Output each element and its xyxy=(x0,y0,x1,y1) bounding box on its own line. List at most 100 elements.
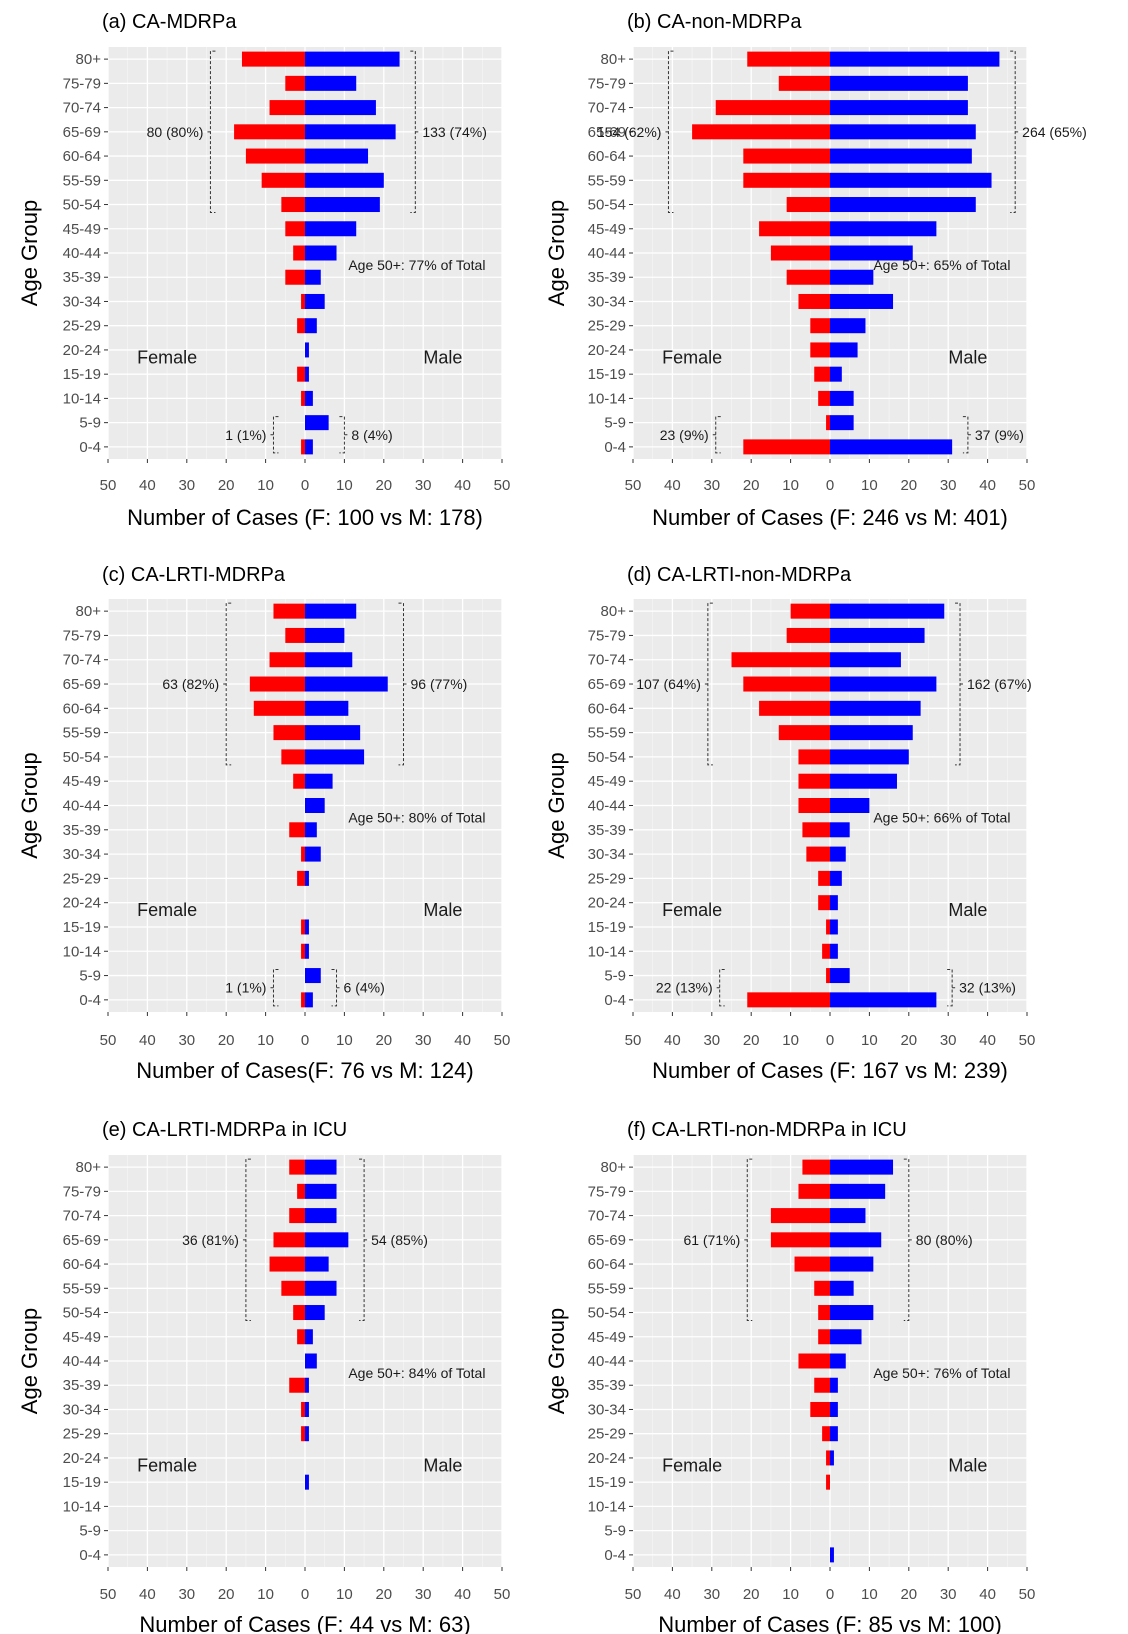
chart-panel-e: 0-4 5-9 10-14 15-19 20-24 25-29 30-34 35-39 40-4… xyxy=(17,1119,510,1634)
old-age-male-annotation: 54 (85%) xyxy=(371,1232,428,1248)
y-tick-label: 60-64 xyxy=(588,700,626,717)
bar-male-80+ xyxy=(830,603,945,619)
y-tick-label: 0-4 xyxy=(79,992,101,1009)
x-tick-label: 50 xyxy=(494,1032,511,1049)
y-tick-label: 25-29 xyxy=(588,870,626,887)
age50-total-annotation: Age 50+: 66% of Total xyxy=(873,810,1010,826)
x-tick-label: 10 xyxy=(257,1586,274,1603)
bar-male-75-79 xyxy=(305,75,357,91)
y-tick-label: 55-59 xyxy=(588,725,626,742)
bar-female-15-19 xyxy=(826,1474,830,1490)
y-tick-label: 0-4 xyxy=(604,992,626,1009)
y-tick-label: 30-34 xyxy=(588,1401,626,1418)
y-tick-label: 30-34 xyxy=(588,846,626,863)
bar-male-50-54 xyxy=(830,749,909,765)
bar-female-25-29 xyxy=(818,870,830,886)
x-tick-label: 10 xyxy=(257,1032,274,1049)
bar-female-0-4 xyxy=(747,992,830,1008)
x-tick-label: 20 xyxy=(218,1586,235,1603)
x-tick-label: 30 xyxy=(178,1586,195,1603)
bar-female-20-24 xyxy=(810,342,830,358)
bar-female-25-29 xyxy=(297,318,305,334)
x-tick-label: 10 xyxy=(861,1032,878,1049)
x-tick-label: 10 xyxy=(861,1586,878,1603)
bar-female-50-54 xyxy=(818,1305,830,1321)
y-tick-label: 65-69 xyxy=(588,1232,626,1249)
y-tick-label: 55-59 xyxy=(63,725,101,742)
y-tick-label: 75-79 xyxy=(63,75,101,92)
bar-male-0-4 xyxy=(305,992,313,1008)
y-tick-label: 50-54 xyxy=(63,197,101,214)
x-tick-label: 50 xyxy=(1019,477,1036,494)
y-tick-label: 40-44 xyxy=(588,245,626,262)
x-axis-title: Number of Cases (F: 167 vs M: 239) xyxy=(652,1058,1008,1083)
bar-male-50-54 xyxy=(305,197,380,213)
bar-male-75-79 xyxy=(830,75,968,91)
bar-male-65-69 xyxy=(830,1232,882,1248)
bar-female-45-49 xyxy=(759,221,830,237)
x-tick-label: 50 xyxy=(625,477,642,494)
bar-female-50-54 xyxy=(281,197,305,213)
female-label: Female xyxy=(662,1455,722,1475)
y-tick-label: 80+ xyxy=(601,1159,627,1176)
bar-female-70-74 xyxy=(269,652,305,668)
bar-female-55-59 xyxy=(261,172,305,188)
bar-male-40-44 xyxy=(830,798,870,813)
old-age-female-annotation: 36 (81%) xyxy=(182,1232,239,1248)
bracket-right xyxy=(359,1158,369,1322)
bar-female-25-29 xyxy=(810,318,830,334)
bar-male-65-69 xyxy=(830,124,976,140)
bar-male-80+ xyxy=(305,603,357,619)
x-tick-label: 40 xyxy=(454,1032,471,1049)
bracket-right xyxy=(331,969,341,1007)
bar-male-40-44 xyxy=(830,1353,846,1369)
bar-male-70-74 xyxy=(305,1208,337,1224)
bar-male-75-79 xyxy=(305,1183,337,1199)
x-tick-label: 40 xyxy=(664,477,681,494)
bar-male-30-34 xyxy=(305,293,325,309)
x-tick-label: 30 xyxy=(940,1586,957,1603)
y-tick-label: 55-59 xyxy=(63,1280,101,1297)
male-label: Male xyxy=(423,347,462,367)
bar-female-55-59 xyxy=(814,1280,830,1296)
y-tick-label: 20-24 xyxy=(588,1450,626,1467)
bar-female-35-39 xyxy=(285,269,305,285)
x-tick-label: 0 xyxy=(301,1032,309,1049)
y-tick-label: 35-39 xyxy=(588,269,626,286)
y-tick-label: 35-39 xyxy=(63,822,101,839)
bar-male-70-74 xyxy=(830,1208,866,1224)
bar-female-45-49 xyxy=(297,1329,305,1345)
x-tick-label: 30 xyxy=(940,1032,957,1049)
bar-female-30-34 xyxy=(301,1401,305,1417)
panel-title: (f) CA-LRTI-non-MDRPa in ICU xyxy=(627,1119,907,1141)
y-tick-label: 75-79 xyxy=(63,1183,101,1200)
bar-male-60-64 xyxy=(305,1256,329,1272)
chart-panel-f: 0-4 5-9 10-14 15-19 20-24 25-29 30-34 35-39 40-4… xyxy=(544,1119,1035,1634)
bar-female-15-19 xyxy=(301,919,305,935)
age50-total-annotation: Age 50+: 76% of Total xyxy=(873,1365,1010,1381)
x-tick-label: 10 xyxy=(336,1586,353,1603)
x-tick-label: 30 xyxy=(178,1032,195,1049)
x-tick-label: 20 xyxy=(375,477,392,494)
y-tick-label: 50-54 xyxy=(588,1305,626,1322)
bar-male-80+ xyxy=(830,1159,894,1175)
age50-total-annotation: Age 50+: 84% of Total xyxy=(348,1365,485,1381)
bar-male-25-29 xyxy=(830,318,866,334)
y-tick-label: 65-69 xyxy=(588,676,626,693)
y-tick-label: 50-54 xyxy=(63,1305,101,1322)
bar-male-65-69 xyxy=(305,124,396,140)
bar-female-35-39 xyxy=(289,822,305,838)
chart-panel-a: 0-4 5-9 10-14 15-19 20-24 25-29 30-34 35-39 40-4… xyxy=(17,11,510,530)
x-tick-label: 0 xyxy=(826,477,834,494)
y-tick-label: 60-64 xyxy=(63,1256,101,1273)
x-tick-label: 40 xyxy=(664,1032,681,1049)
old-age-female-annotation: 154 (62%) xyxy=(597,124,662,140)
y-tick-label: 15-19 xyxy=(588,919,626,936)
x-tick-label: 50 xyxy=(100,477,117,494)
bar-female-75-79 xyxy=(285,75,305,91)
bar-male-80+ xyxy=(830,51,1000,67)
y-tick-label: 0-4 xyxy=(604,1547,626,1564)
x-tick-label: 0 xyxy=(826,1032,834,1049)
y-tick-label: 60-64 xyxy=(588,148,626,165)
old-age-female-annotation: 61 (71%) xyxy=(683,1232,740,1248)
